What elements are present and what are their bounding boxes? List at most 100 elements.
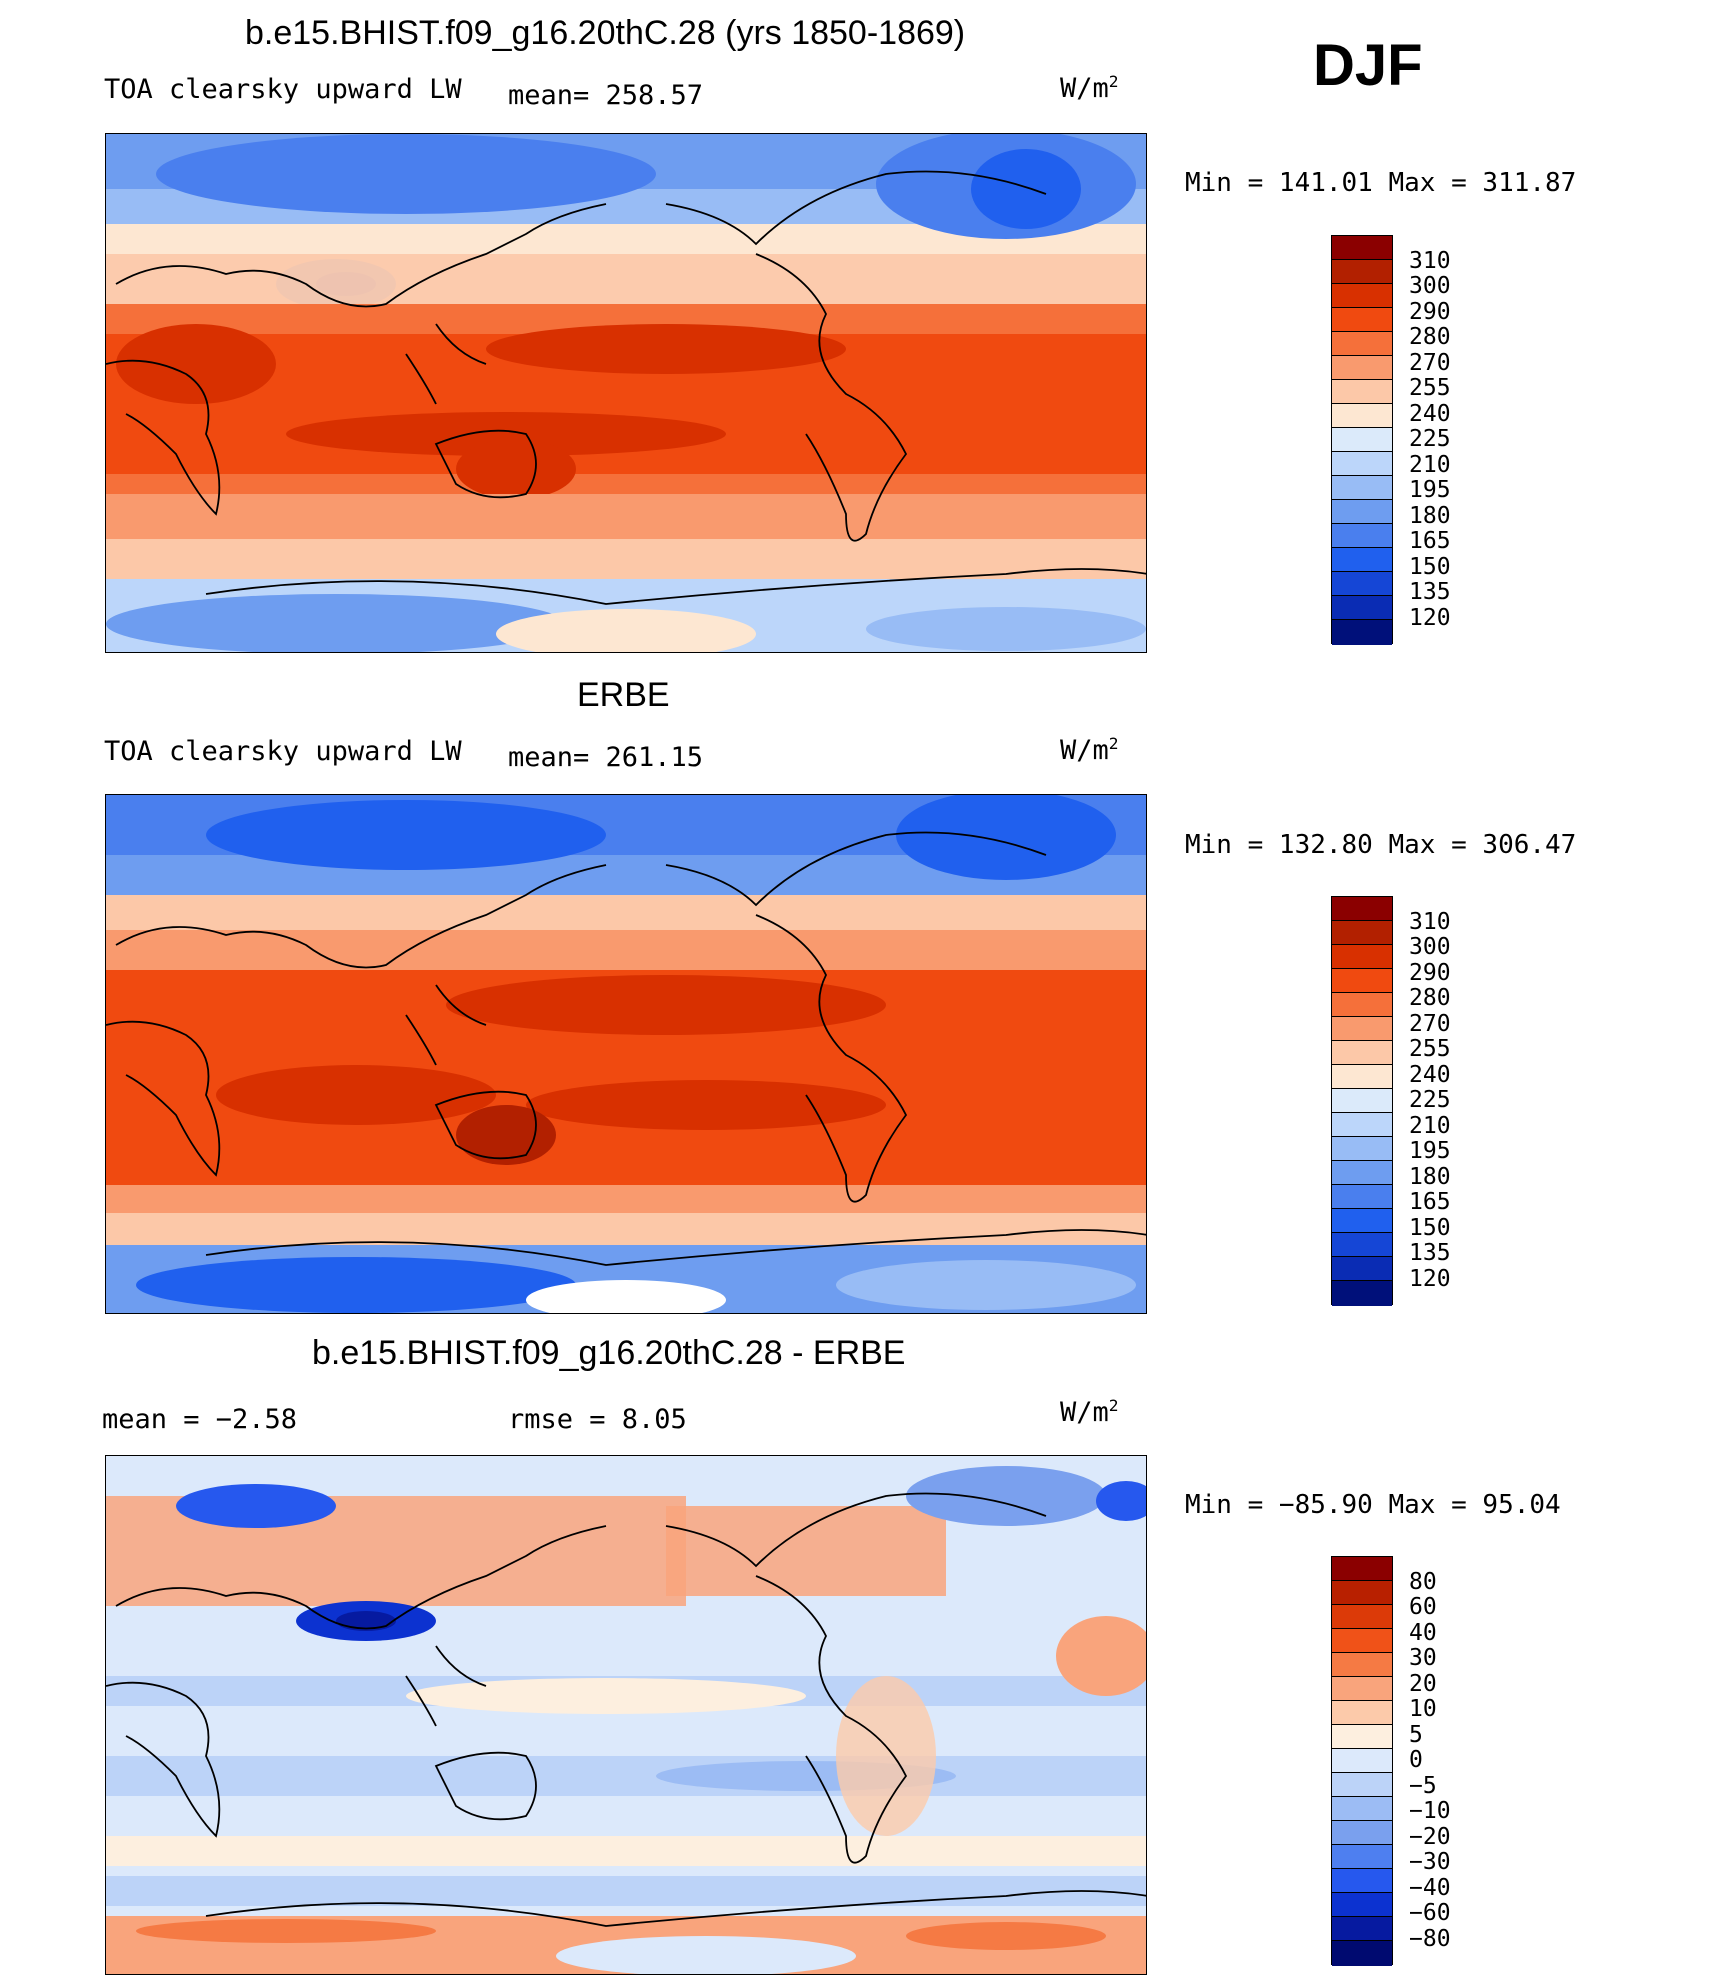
colorbar-tick-label: 80 [1409, 1569, 1437, 1595]
panel3-minmax: Min = −85.90 Max = 95.04 [1185, 1490, 1561, 1520]
panel2-colorbar-swatch [1332, 1161, 1392, 1185]
panel1-model-map [105, 133, 1147, 653]
panel3-units: W/m2 [1060, 1396, 1119, 1428]
panel3-colorbar-swatch [1332, 1653, 1392, 1677]
colorbar-tick-label: −30 [1409, 1849, 1451, 1875]
panel3-rmse-label: rmse = 8.05 [508, 1404, 687, 1435]
colorbar-tick-label: 40 [1409, 1620, 1437, 1646]
colorbar-tick-label: 210 [1409, 452, 1451, 478]
colorbar-tick-label: 150 [1409, 1215, 1451, 1241]
panel2-colorbar-swatch [1332, 1281, 1392, 1306]
panel3-colorbar-swatch [1332, 1725, 1392, 1749]
panel3-colorbar-swatch [1332, 1701, 1392, 1725]
panel2-minmax: Min = 132.80 Max = 306.47 [1185, 830, 1577, 860]
panel3-colorbar-swatch [1332, 1941, 1392, 1966]
colorbar-tick-label: 310 [1409, 909, 1451, 935]
colorbar-tick-label: 240 [1409, 401, 1451, 427]
colorbar-tick-label: −80 [1409, 1926, 1451, 1952]
panel3-colorbar-swatch [1332, 1749, 1392, 1773]
panel3-colorbar-swatch [1332, 1557, 1392, 1581]
panel2-colorbar-swatch [1332, 897, 1392, 921]
panel1-colorbar-swatch [1332, 284, 1392, 308]
panel2-title: ERBE [577, 676, 670, 714]
colorbar-tick-label: 10 [1409, 1696, 1437, 1722]
colorbar-tick-label: 310 [1409, 248, 1451, 274]
colorbar-tick-label: 195 [1409, 1138, 1451, 1164]
panel3-colorbar-swatch [1332, 1677, 1392, 1701]
panel2-colorbar-swatch [1332, 1137, 1392, 1161]
colorbar-tick-label: 225 [1409, 1087, 1451, 1113]
panel3-colorbar-swatch [1332, 1845, 1392, 1869]
panel3-colorbar-swatch [1332, 1629, 1392, 1653]
panel1-units: W/m2 [1060, 72, 1119, 104]
colorbar-tick-label: 20 [1409, 1671, 1437, 1697]
panel1-map-field [106, 134, 1146, 652]
colorbar-tick-label: −10 [1409, 1798, 1451, 1824]
colorbar-tick-label: 120 [1409, 605, 1451, 631]
panel1-colorbar-swatch [1332, 428, 1392, 452]
colorbar-tick-label: 5 [1409, 1722, 1423, 1748]
panel2-colorbar-swatch [1332, 1065, 1392, 1089]
panel1-colorbar [1331, 235, 1393, 645]
colorbar-tick-label: 225 [1409, 426, 1451, 452]
panel2-variable-label: TOA clearsky upward LW [104, 736, 462, 767]
panel3-colorbar-swatch [1332, 1773, 1392, 1797]
colorbar-tick-label: −60 [1409, 1900, 1451, 1926]
panel3-difference-map [105, 1455, 1147, 1975]
panel1-colorbar-swatch [1332, 524, 1392, 548]
colorbar-tick-label: −5 [1409, 1773, 1437, 1799]
panel2-colorbar-swatch [1332, 921, 1392, 945]
panel3-map-field [106, 1456, 1146, 1974]
panel2-mean-label: mean= 261.15 [508, 742, 704, 773]
panel2-colorbar-swatch [1332, 1041, 1392, 1065]
panel3-colorbar-swatch [1332, 1917, 1392, 1941]
colorbar-tick-label: 270 [1409, 350, 1451, 376]
panel2-colorbar-swatch [1332, 993, 1392, 1017]
panel1-colorbar-swatch [1332, 620, 1392, 645]
panel3-colorbar-swatch [1332, 1605, 1392, 1629]
panel1-colorbar-swatch [1332, 236, 1392, 260]
colorbar-tick-label: 0 [1409, 1747, 1423, 1773]
colorbar-tick-label: 135 [1409, 579, 1451, 605]
colorbar-tick-label: 290 [1409, 960, 1451, 986]
panel1-colorbar-swatch [1332, 260, 1392, 284]
colorbar-tick-label: 210 [1409, 1113, 1451, 1139]
panel3-title: b.e15.BHIST.f09_g16.20thC.28 - ERBE [312, 1334, 906, 1372]
panel1-colorbar-swatch [1332, 500, 1392, 524]
panel1-colorbar-swatch [1332, 548, 1392, 572]
panel2-colorbar-swatch [1332, 945, 1392, 969]
panel2-colorbar-swatch [1332, 1233, 1392, 1257]
panel3-colorbar-swatch [1332, 1797, 1392, 1821]
panel1-colorbar-swatch [1332, 452, 1392, 476]
panel1-colorbar-swatch [1332, 404, 1392, 428]
colorbar-tick-label: 180 [1409, 1164, 1451, 1190]
panel1-mean-label: mean= 258.57 [508, 80, 704, 111]
colorbar-tick-label: 195 [1409, 477, 1451, 503]
panel2-units: W/m2 [1060, 734, 1119, 766]
colorbar-tick-label: 180 [1409, 503, 1451, 529]
colorbar-tick-label: 135 [1409, 1240, 1451, 1266]
colorbar-tick-label: 280 [1409, 985, 1451, 1011]
panel1-minmax: Min = 141.01 Max = 311.87 [1185, 168, 1577, 198]
colorbar-tick-label: 255 [1409, 375, 1451, 401]
panel2-colorbar-swatch [1332, 1257, 1392, 1281]
colorbar-tick-label: 120 [1409, 1266, 1451, 1292]
colorbar-tick-label: 30 [1409, 1645, 1437, 1671]
colorbar-tick-label: 300 [1409, 934, 1451, 960]
panel1-colorbar-swatch [1332, 596, 1392, 620]
panel3-mean-label: mean = −2.58 [102, 1404, 298, 1435]
panel2-colorbar-swatch [1332, 1209, 1392, 1233]
panel1-colorbar-swatch [1332, 332, 1392, 356]
panel2-colorbar-swatch [1332, 1017, 1392, 1041]
colorbar-tick-label: −20 [1409, 1824, 1451, 1850]
panel2-colorbar-swatch [1332, 1113, 1392, 1137]
panel2-observation-map [105, 794, 1147, 1314]
panel2-colorbar [1331, 896, 1393, 1306]
panel3-colorbar-swatch [1332, 1869, 1392, 1893]
panel1-colorbar-swatch [1332, 356, 1392, 380]
panel1-colorbar-swatch [1332, 572, 1392, 596]
colorbar-tick-label: 165 [1409, 528, 1451, 554]
panel2-colorbar-swatch [1332, 1185, 1392, 1209]
colorbar-tick-label: 150 [1409, 554, 1451, 580]
colorbar-tick-label: 255 [1409, 1036, 1451, 1062]
